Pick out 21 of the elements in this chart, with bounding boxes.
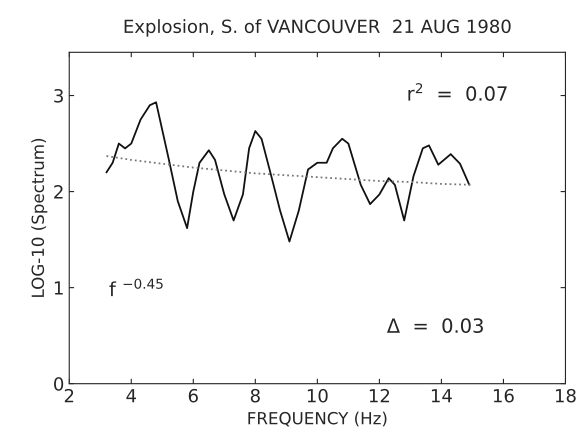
x-tick-label: 12 [370, 388, 390, 402]
x-tick-label: 14 [432, 389, 452, 402]
x-tick-label: 4 [126, 389, 136, 402]
x-tick-label: 8 [250, 388, 260, 403]
y-tick-label: 3 [54, 89, 63, 103]
x-tick-label: 6 [188, 388, 198, 403]
y-tick-label: 0 [54, 377, 64, 391]
y-axis-title: LOG-10 (Spectrum) [31, 138, 48, 297]
y-tick-label: 1 [54, 281, 63, 294]
line-series [106, 101, 470, 242]
y-tick-label: 2 [54, 185, 63, 198]
annotation: f $^{−0.45}$ [109, 278, 163, 296]
line-series [106, 155, 474, 186]
x-tick-label: 16 [494, 388, 514, 403]
x-axis-title: FREQUENCY (Hz) [248, 412, 386, 426]
x-tick-label: 10 [308, 388, 328, 403]
x-tick-label: 18 [556, 388, 576, 403]
annotation: Δ = 0.03 [386, 318, 483, 333]
annotation: r$^{2}$ = 0.07 [408, 83, 507, 101]
chart-title: Explosion, S. of VANCOUVER 21 AUG 1980 [124, 19, 511, 37]
x-tick-label: 2 [64, 388, 74, 402]
